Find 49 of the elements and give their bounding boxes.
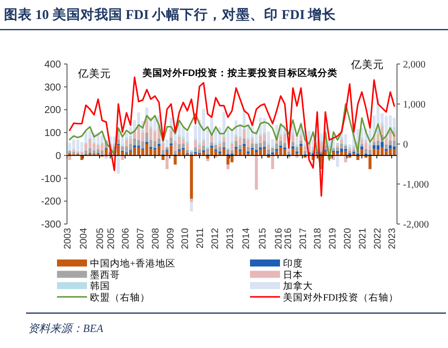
text: 美国对外FDI投资：按主要投资目标区域分类 [141, 67, 338, 79]
y-tick-label: -100 [40, 174, 62, 185]
x-tick-label: 2019 [328, 228, 339, 250]
x-tick-label: 2005 [94, 228, 106, 250]
y2-axis-title: 亿美元 [350, 58, 384, 71]
x-tick-label: 2018 [312, 228, 324, 250]
chart-title: 图表 10 美国对我国 FDI 小幅下行，对墨、印 FDI 增长 [4, 6, 338, 22]
x-tick-label: 2022 [372, 228, 384, 250]
x-tick-label: 2021 [357, 228, 368, 250]
y-tick-label: 400 [44, 60, 62, 70]
x-tick-label: 2020 [342, 228, 354, 250]
x-tick-label: 2023 [387, 228, 398, 250]
y-axis-title: 亿美元 [77, 67, 111, 80]
y-tick-label: 200 [44, 105, 62, 116]
x-tick-label: 2008 [150, 228, 162, 250]
legend-label: 印度 [283, 258, 303, 270]
x-tick-label: 2010 [180, 228, 192, 250]
x-tick-label: 2003 [62, 228, 74, 250]
y-tick-label: 100 [44, 128, 62, 140]
legend-label: 欧盟（右轴） [90, 291, 150, 304]
x-tick-label: 2007 [135, 228, 146, 250]
legend-label: 墨西哥 [90, 270, 120, 281]
x-tick-label: 2004 [78, 228, 90, 250]
x-tick-label: 2012 [210, 228, 221, 250]
x-tick-label: 2006 [120, 228, 132, 250]
y-tick-label: 0 [55, 150, 62, 162]
x-tick-label: 2011 [194, 228, 206, 248]
y2-tick-label: 1,000 [403, 100, 426, 110]
legend-label: 加拿大 [283, 280, 313, 292]
x-tick-label: 2016 [282, 228, 294, 250]
legend-label: 韩国 [90, 280, 110, 292]
y-tick-label: -200 [40, 196, 62, 208]
y2-tick-label: -1,000 [403, 180, 429, 190]
legend-label: 美国对外FDI投资（右轴） [283, 291, 398, 304]
y2-tick-label: 2,000 [403, 60, 426, 70]
text: 资料来源：BEA [28, 322, 104, 335]
y2-tick-label: 0 [403, 140, 408, 150]
legend-label: 日本 [283, 268, 303, 281]
x-tick-label: 2013 [224, 228, 236, 250]
x-tick-label: 2009 [165, 228, 176, 250]
y2-tick-label: -2,000 [403, 220, 429, 230]
legend-label: 中国内地+香港地区 [90, 258, 176, 270]
x-tick-label: 2015 [257, 228, 268, 250]
y-tick-label: 300 [44, 82, 62, 94]
x-tick-label: 2016 [274, 228, 285, 250]
x-tick-label: 2014 [241, 228, 252, 250]
x-tick-label: 2005 [106, 228, 117, 250]
y-tick-label: -300 [40, 220, 62, 230]
x-tick-label: 2017 [298, 228, 309, 250]
